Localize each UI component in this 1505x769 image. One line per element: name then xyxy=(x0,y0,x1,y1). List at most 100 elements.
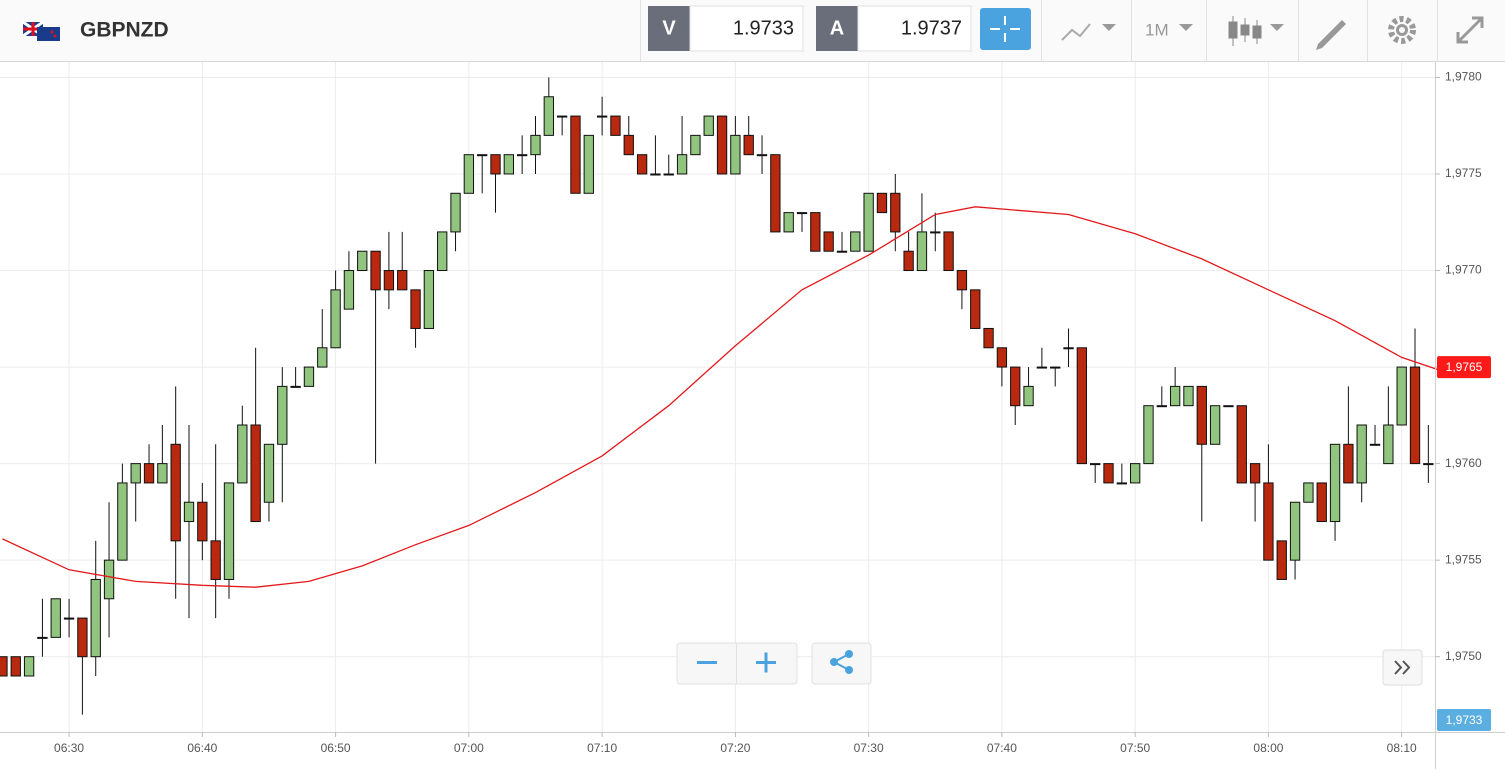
candle-body xyxy=(1343,443,1354,484)
candle-body xyxy=(63,617,75,620)
candle-body xyxy=(783,212,794,233)
candle-body xyxy=(1103,463,1114,484)
candle-body xyxy=(823,231,834,252)
bid-label-box[interactable] xyxy=(648,6,690,51)
bid-box[interactable] xyxy=(689,5,804,52)
candle-body xyxy=(903,250,914,272)
ask-box[interactable] xyxy=(857,5,972,52)
candle-body xyxy=(703,115,714,136)
zoom-controls xyxy=(676,642,1423,686)
candle-body xyxy=(10,656,21,677)
candle-body xyxy=(1316,482,1327,523)
candle-body xyxy=(1249,463,1261,484)
candle-body xyxy=(756,154,768,157)
candle-body xyxy=(530,134,541,156)
candle-body xyxy=(77,617,88,658)
candle-body xyxy=(943,231,954,272)
candle-body xyxy=(463,154,475,194)
settings-icon-hole xyxy=(1399,27,1405,33)
candle-body xyxy=(1063,347,1074,350)
candle-body xyxy=(437,231,448,272)
drawing-icon[interactable] xyxy=(1316,20,1346,50)
zoom-out[interactable] xyxy=(697,661,717,664)
y-tick-label: 1,9775 xyxy=(1445,166,1482,180)
toolbar: GBPNZD V 1.9733 A 1.9737 1M xyxy=(0,0,1505,62)
candle-body xyxy=(1196,385,1207,445)
candle-body xyxy=(650,173,661,176)
candle-body xyxy=(676,154,688,175)
timeframe[interactable]: 1M xyxy=(1145,20,1169,39)
candle-body xyxy=(490,154,501,175)
candle-body xyxy=(1236,405,1247,484)
share-dot xyxy=(845,666,853,674)
candle-body xyxy=(343,270,355,310)
candle-body xyxy=(143,463,155,484)
settings-icon[interactable] xyxy=(1388,16,1416,44)
candle-body xyxy=(1383,424,1394,465)
candle-body xyxy=(810,212,821,252)
candle-body xyxy=(1396,366,1407,426)
candle-body xyxy=(1223,405,1234,408)
ask-label: A xyxy=(830,17,844,39)
candle-body xyxy=(636,154,648,175)
candle-body xyxy=(103,559,115,600)
candle-body xyxy=(796,212,808,215)
candle-body xyxy=(170,443,181,542)
crosshair-button[interactable] xyxy=(980,8,1031,50)
candle-body xyxy=(1183,385,1194,407)
candle-body xyxy=(117,482,128,561)
candle-body xyxy=(956,270,968,291)
candle-body xyxy=(623,134,634,156)
candle-body xyxy=(210,540,221,580)
candle-body xyxy=(930,231,941,234)
candle-body xyxy=(876,192,888,214)
moving-average xyxy=(2,206,1442,588)
candle-body xyxy=(223,482,235,580)
share-dot xyxy=(830,658,838,666)
candle-body xyxy=(570,115,581,194)
candle-icon[interactable] xyxy=(1228,16,1262,46)
share-dot xyxy=(845,650,853,658)
candle-body xyxy=(370,250,381,291)
scroll-end-button[interactable] xyxy=(1382,649,1423,686)
candle-body xyxy=(916,231,928,272)
candle-body xyxy=(410,289,421,329)
candle-body xyxy=(1050,366,1061,369)
chart-type-icon[interactable] xyxy=(1061,23,1091,41)
candle-body xyxy=(890,192,901,233)
candle-body xyxy=(237,424,248,484)
candle-body xyxy=(730,134,741,175)
candle-body xyxy=(423,270,435,329)
x-tick-label: 07:10 xyxy=(587,741,617,755)
candle-body xyxy=(1409,366,1421,465)
flag-star xyxy=(50,30,54,34)
candle-body xyxy=(610,115,621,136)
candle-body xyxy=(1010,366,1021,407)
ask-label-box[interactable] xyxy=(816,6,858,51)
candle-body xyxy=(596,115,608,118)
candle-body xyxy=(477,154,488,157)
fullscreen-icon[interactable] xyxy=(1456,16,1484,44)
candle-body xyxy=(1023,385,1034,407)
candle-body xyxy=(397,270,408,291)
last-price-tag xyxy=(1437,356,1491,379)
candle-body xyxy=(130,463,141,484)
scroll-end-icon xyxy=(1394,660,1411,675)
candle-body xyxy=(23,656,35,677)
x-tick-label: 07:40 xyxy=(987,741,1017,755)
flag xyxy=(22,20,60,41)
candle-body xyxy=(1036,366,1048,369)
candle-body xyxy=(1076,347,1088,465)
candle-body xyxy=(983,327,994,349)
candle-body xyxy=(290,385,301,388)
zoom-in[interactable] xyxy=(756,652,776,673)
y-tick-label: 1,9750 xyxy=(1445,649,1482,663)
ask-value: 1.9737 xyxy=(901,17,962,39)
candle-body xyxy=(556,115,568,118)
candle-body xyxy=(90,578,101,658)
bid-price-tag xyxy=(1437,709,1491,731)
flag-nz xyxy=(37,27,60,41)
share-button[interactable] xyxy=(811,642,872,685)
